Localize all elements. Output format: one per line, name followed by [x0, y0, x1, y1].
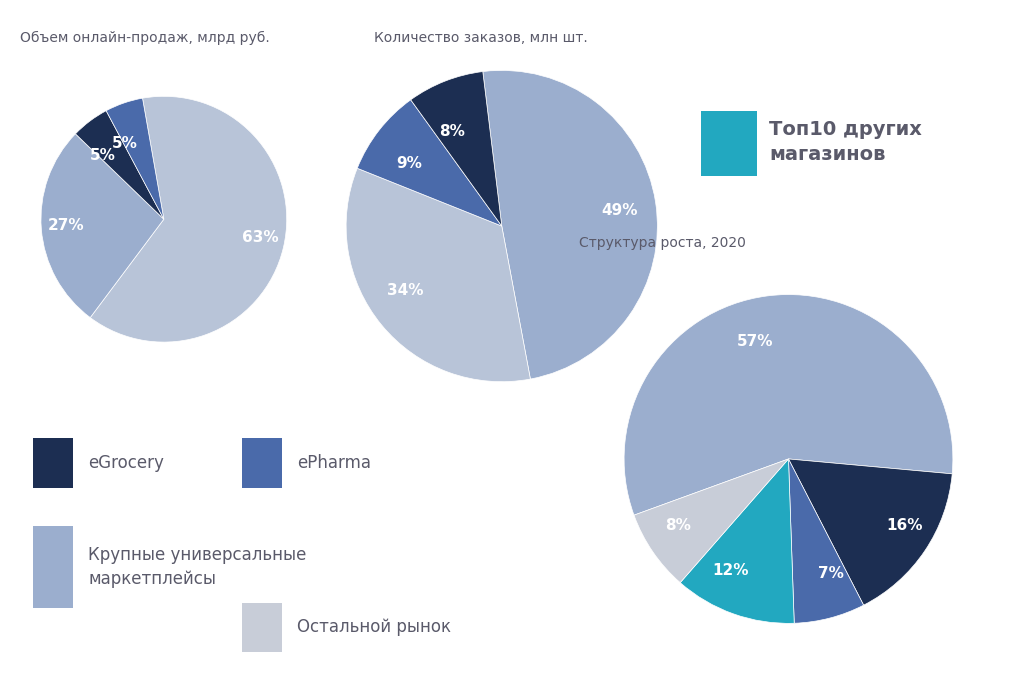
- Wedge shape: [41, 134, 164, 318]
- Wedge shape: [76, 111, 164, 219]
- Wedge shape: [482, 71, 657, 379]
- Text: Топ10 других
магазинов: Топ10 других магазинов: [769, 120, 922, 164]
- Text: 27%: 27%: [47, 218, 84, 233]
- Wedge shape: [788, 459, 863, 623]
- Wedge shape: [357, 100, 502, 226]
- Text: 5%: 5%: [112, 136, 138, 151]
- Text: 12%: 12%: [713, 563, 749, 578]
- Text: Крупные универсальные
маркетплейсы: Крупные универсальные маркетплейсы: [88, 547, 306, 588]
- Text: 8%: 8%: [665, 519, 691, 534]
- Text: Структура роста, 2020: Структура роста, 2020: [579, 236, 745, 250]
- Bar: [242, 438, 282, 488]
- Wedge shape: [788, 459, 952, 605]
- Wedge shape: [624, 295, 953, 515]
- Text: 34%: 34%: [387, 283, 424, 298]
- Text: Объем онлайн-продаж, млрд руб.: Объем онлайн-продаж, млрд руб.: [20, 31, 270, 45]
- Text: ePharma: ePharma: [297, 454, 371, 472]
- Text: 8%: 8%: [439, 125, 465, 139]
- Wedge shape: [106, 98, 164, 219]
- Wedge shape: [90, 97, 287, 342]
- Text: Количество заказов, млн шт.: Количество заказов, млн шт.: [374, 31, 588, 45]
- Text: 16%: 16%: [887, 518, 923, 533]
- Text: 7%: 7%: [818, 566, 844, 581]
- Wedge shape: [346, 169, 530, 382]
- Text: eGrocery: eGrocery: [88, 454, 164, 472]
- Wedge shape: [680, 459, 795, 623]
- Text: 57%: 57%: [736, 334, 773, 349]
- Text: Остальной рынок: Остальной рынок: [297, 619, 451, 636]
- Bar: [242, 603, 282, 652]
- Text: 63%: 63%: [242, 230, 279, 245]
- Wedge shape: [634, 459, 788, 583]
- Text: 49%: 49%: [602, 203, 638, 218]
- Text: 9%: 9%: [396, 156, 422, 171]
- Wedge shape: [411, 71, 502, 226]
- Bar: [33, 438, 73, 488]
- Text: 5%: 5%: [90, 148, 116, 163]
- Bar: [33, 526, 73, 608]
- Bar: [701, 112, 757, 177]
